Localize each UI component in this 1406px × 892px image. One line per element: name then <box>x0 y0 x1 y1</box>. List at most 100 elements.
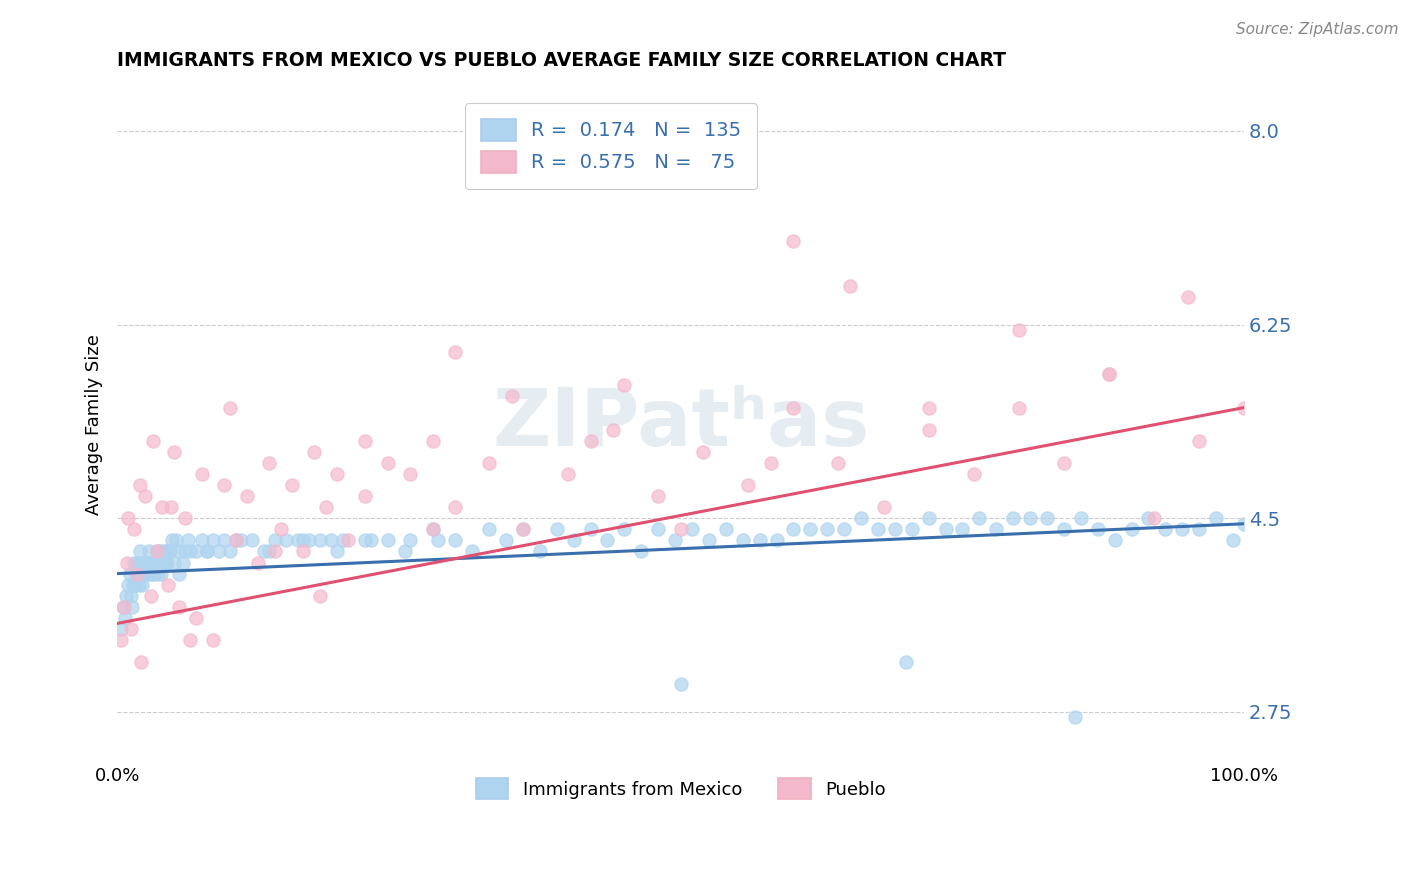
Point <box>153 556 176 570</box>
Point <box>872 500 894 515</box>
Point <box>276 533 298 548</box>
Point <box>866 522 889 536</box>
Point <box>167 566 190 581</box>
Text: IMMIGRANTS FROM MEXICO VS PUEBLO AVERAGE FAMILY SIZE CORRELATION CHART: IMMIGRANTS FROM MEXICO VS PUEBLO AVERAGE… <box>117 51 1007 70</box>
Point <box>115 589 138 603</box>
Point <box>167 544 190 558</box>
Point <box>529 544 551 558</box>
Point <box>121 599 143 614</box>
Point <box>444 533 467 548</box>
Point <box>111 599 134 614</box>
Point <box>461 544 484 558</box>
Point <box>1070 511 1092 525</box>
Point <box>134 556 156 570</box>
Point <box>495 533 517 548</box>
Point <box>122 577 145 591</box>
Point <box>162 445 184 459</box>
Point <box>337 533 360 548</box>
Point <box>179 544 201 558</box>
Point <box>969 511 991 525</box>
Point <box>1177 290 1199 304</box>
Point <box>125 566 148 581</box>
Point <box>1171 522 1194 536</box>
Point <box>122 522 145 536</box>
Point <box>1036 511 1059 525</box>
Point <box>630 544 652 558</box>
Point <box>148 556 170 570</box>
Point <box>596 533 619 548</box>
Point <box>669 522 692 536</box>
Point <box>647 489 669 503</box>
Point <box>1002 511 1025 525</box>
Point <box>112 599 135 614</box>
Point <box>259 456 281 470</box>
Point <box>118 566 141 581</box>
Point <box>832 522 855 536</box>
Point <box>782 522 804 536</box>
Point <box>264 544 287 558</box>
Point <box>162 556 184 570</box>
Point <box>309 533 332 548</box>
Point <box>142 434 165 448</box>
Point <box>132 566 155 581</box>
Point <box>143 566 166 581</box>
Point <box>298 533 321 548</box>
Point <box>127 566 149 581</box>
Point <box>394 544 416 558</box>
Point <box>120 589 142 603</box>
Point <box>122 556 145 570</box>
Point <box>129 655 152 669</box>
Point <box>669 677 692 691</box>
Point <box>150 556 173 570</box>
Y-axis label: Average Family Size: Average Family Size <box>86 334 103 515</box>
Point <box>1019 511 1042 525</box>
Point <box>156 577 179 591</box>
Point <box>838 278 860 293</box>
Point <box>444 345 467 359</box>
Point <box>117 577 139 591</box>
Point <box>225 533 247 548</box>
Point <box>287 533 309 548</box>
Point <box>128 478 150 492</box>
Point <box>1137 511 1160 525</box>
Point <box>179 632 201 647</box>
Point <box>444 500 467 515</box>
Point <box>917 511 939 525</box>
Point <box>613 522 636 536</box>
Point <box>145 556 167 570</box>
Point <box>562 533 585 548</box>
Point <box>354 489 377 503</box>
Point <box>219 401 242 415</box>
Point <box>177 533 200 548</box>
Point <box>1222 533 1244 548</box>
Point <box>281 478 304 492</box>
Point <box>326 544 349 558</box>
Point <box>1087 522 1109 536</box>
Point <box>136 556 159 570</box>
Point <box>883 522 905 536</box>
Point <box>647 522 669 536</box>
Point <box>377 456 399 470</box>
Point <box>117 511 139 525</box>
Point <box>207 544 229 558</box>
Point <box>894 655 917 669</box>
Point <box>1008 401 1031 415</box>
Point <box>150 500 173 515</box>
Point <box>212 533 235 548</box>
Point <box>155 544 177 558</box>
Point <box>917 423 939 437</box>
Point <box>1188 522 1211 536</box>
Point <box>160 500 183 515</box>
Point <box>1053 456 1076 470</box>
Point <box>225 533 247 548</box>
Point <box>184 611 207 625</box>
Point <box>139 589 162 603</box>
Point <box>478 456 501 470</box>
Point <box>1154 522 1177 536</box>
Point <box>512 522 534 536</box>
Point <box>354 434 377 448</box>
Point <box>782 235 804 249</box>
Point <box>332 533 354 548</box>
Point <box>219 544 242 558</box>
Point <box>697 533 720 548</box>
